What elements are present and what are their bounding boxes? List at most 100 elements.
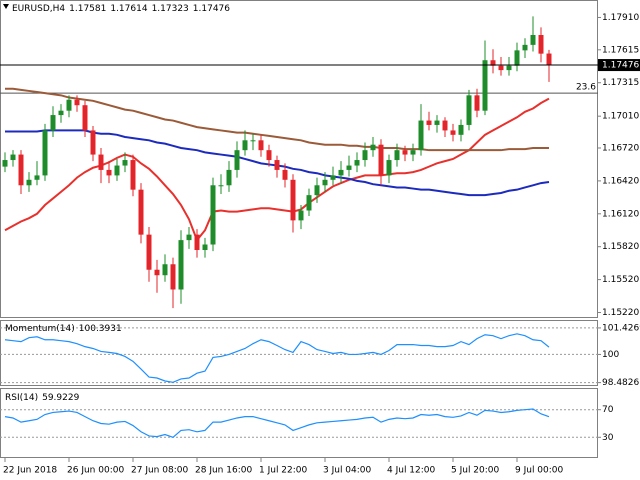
candle-body bbox=[362, 150, 368, 161]
candle-body bbox=[402, 150, 408, 155]
price-box bbox=[598, 59, 640, 72]
rsi-panel bbox=[0, 388, 598, 458]
y-tick-label: 101.4269 bbox=[602, 323, 640, 333]
candle-body bbox=[434, 120, 440, 125]
collapse-icon bbox=[3, 4, 9, 9]
candle-body bbox=[282, 169, 288, 180]
candle-body bbox=[226, 169, 232, 186]
y-tick-label: 98.4826 bbox=[602, 378, 639, 388]
y-tick-label: 100 bbox=[602, 350, 619, 360]
y-tick-label: 1.17315 bbox=[602, 78, 639, 88]
candle-body bbox=[346, 165, 352, 170]
candle-body bbox=[66, 99, 72, 111]
x-tick-label: 9 Jul 00:00 bbox=[515, 466, 564, 476]
candle-body bbox=[370, 144, 376, 151]
candle-body bbox=[218, 185, 224, 187]
candle-body bbox=[546, 53, 552, 66]
candle-body bbox=[514, 50, 520, 66]
rsi-title: RSI(14) 59.9229 bbox=[5, 393, 80, 403]
y-tick-label: 1.16120 bbox=[602, 209, 639, 219]
candle-body bbox=[378, 144, 384, 176]
candle-body bbox=[410, 150, 416, 155]
candle-body bbox=[490, 60, 496, 66]
candle-body bbox=[322, 179, 328, 186]
candle-body bbox=[210, 185, 216, 245]
candle-body bbox=[306, 195, 312, 211]
indicator-line bbox=[4, 408, 550, 438]
candle-body bbox=[154, 269, 160, 276]
momentum-panel bbox=[0, 320, 598, 386]
candle-body bbox=[2, 160, 8, 167]
candle-body bbox=[482, 60, 488, 111]
candle-body bbox=[498, 65, 504, 71]
fibo-label: 23.6 bbox=[576, 83, 596, 93]
candle-body bbox=[234, 150, 240, 170]
candle-body bbox=[354, 160, 360, 166]
momentum-title: Momentum(14) 100.3931 bbox=[5, 324, 122, 334]
indicator-value: 59.9229 bbox=[42, 393, 79, 403]
candle-body bbox=[258, 140, 264, 151]
indicator-line bbox=[4, 333, 550, 383]
candle-body bbox=[250, 140, 256, 142]
candle-body bbox=[58, 110, 64, 116]
y-tick-label: 1.16420 bbox=[602, 176, 639, 186]
candle-body bbox=[530, 35, 536, 45]
candle-body bbox=[426, 120, 432, 125]
candle-body bbox=[450, 130, 456, 135]
x-tick-label: 22 Jun 2018 bbox=[3, 466, 57, 476]
x-tick-label: 3 Jul 04:00 bbox=[323, 466, 372, 476]
candle-body bbox=[522, 44, 528, 51]
candle-body bbox=[90, 130, 96, 155]
candle-body bbox=[18, 154, 24, 186]
indicator-value: 100.3931 bbox=[79, 324, 122, 334]
candle-body bbox=[290, 179, 296, 221]
candle-body bbox=[274, 160, 280, 170]
candle-body bbox=[338, 169, 344, 176]
y-tick-label: 1.16720 bbox=[602, 143, 639, 153]
candle-body bbox=[458, 124, 464, 135]
high-value: 1.17614 bbox=[110, 4, 147, 14]
y-tick-label: 1.15820 bbox=[602, 242, 639, 252]
open-value: 1.17581 bbox=[69, 4, 106, 14]
candle-body bbox=[178, 240, 184, 290]
moving-average bbox=[4, 97, 550, 243]
candle-body bbox=[82, 105, 88, 131]
candle-body bbox=[506, 65, 512, 71]
candle-body bbox=[386, 160, 392, 176]
candle-body bbox=[538, 35, 544, 54]
candle-body bbox=[162, 264, 168, 276]
candle-body bbox=[330, 175, 336, 180]
candle-body bbox=[442, 120, 448, 131]
x-tick-label: 4 Jul 12:00 bbox=[387, 466, 436, 476]
candle-body bbox=[202, 244, 208, 250]
candle-body bbox=[242, 140, 248, 151]
candle-body bbox=[146, 234, 152, 270]
x-tick-label: 28 Jun 16:00 bbox=[195, 466, 252, 476]
main-panel bbox=[0, 0, 598, 318]
candle-body bbox=[298, 210, 304, 221]
low-value: 1.17323 bbox=[152, 4, 189, 14]
x-tick-label: 27 Jun 08:00 bbox=[131, 466, 188, 476]
chart-title: EURUSD,H4 1.17581 1.17614 1.17323 1.17476 bbox=[12, 4, 230, 14]
candle-body bbox=[314, 185, 320, 196]
candle-body bbox=[170, 264, 176, 290]
candle-body bbox=[42, 130, 48, 176]
candle-body bbox=[114, 165, 120, 176]
y-tick-label: 1.15520 bbox=[602, 275, 639, 285]
candle-body bbox=[10, 154, 16, 161]
candle-body bbox=[122, 160, 128, 166]
candle-body bbox=[394, 150, 400, 161]
candle-body bbox=[418, 120, 424, 151]
candle-body bbox=[50, 115, 56, 131]
y-tick-label: 30 bbox=[602, 433, 614, 443]
y-tick-label: 1.17010 bbox=[602, 112, 639, 122]
symbol: EURUSD,H4 bbox=[12, 4, 65, 14]
moving-average bbox=[5, 87, 549, 152]
candle-body bbox=[130, 160, 136, 190]
y-tick-label: 1.17615 bbox=[602, 45, 639, 55]
y-tick-label: 70 bbox=[602, 405, 614, 415]
x-tick-label: 5 Jul 20:00 bbox=[451, 466, 500, 476]
indicator-name: RSI(14) bbox=[5, 393, 38, 403]
